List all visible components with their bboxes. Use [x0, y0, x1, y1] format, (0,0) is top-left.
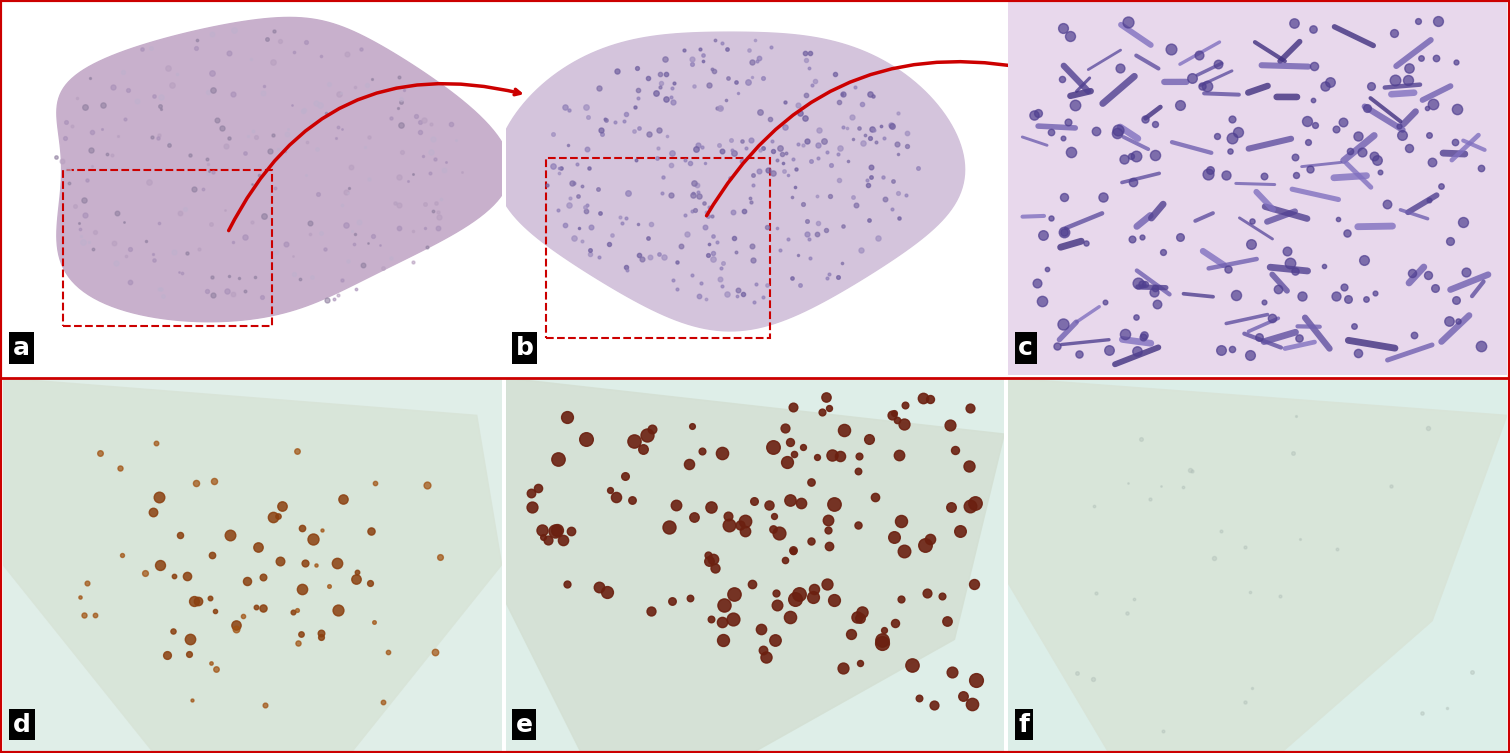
- Text: a: a: [14, 336, 30, 360]
- Polygon shape: [57, 17, 510, 322]
- Bar: [545, 158, 770, 337]
- Polygon shape: [1009, 378, 1507, 751]
- Polygon shape: [1009, 378, 1507, 751]
- Bar: [63, 169, 272, 327]
- Text: e: e: [515, 712, 533, 736]
- Text: c: c: [1018, 336, 1033, 360]
- Polygon shape: [3, 378, 501, 751]
- Polygon shape: [495, 32, 965, 331]
- Text: d: d: [14, 712, 30, 736]
- Text: f: f: [1018, 712, 1030, 736]
- Text: b: b: [515, 336, 533, 360]
- Polygon shape: [3, 378, 501, 751]
- Polygon shape: [1009, 2, 1507, 375]
- Polygon shape: [506, 378, 1004, 751]
- Polygon shape: [506, 378, 1004, 751]
